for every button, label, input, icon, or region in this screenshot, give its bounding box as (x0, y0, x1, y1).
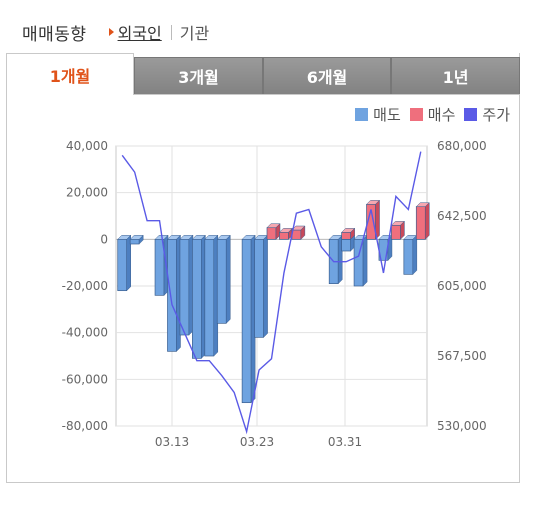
sell-bar-face (204, 238, 215, 357)
sell-bar-side (412, 234, 418, 275)
y-left-tick-label: 0 (100, 232, 108, 246)
buy-bar (278, 227, 294, 240)
sell-bar (403, 234, 418, 275)
chart-bars (117, 199, 430, 404)
sell-bar (191, 234, 206, 359)
period-tabs: 1개월 3개월 6개월 1년 (6, 53, 520, 95)
buy-bar-side (300, 225, 306, 240)
sell-bar-face (154, 238, 165, 296)
price-line-group (121, 151, 422, 435)
price-line (121, 151, 422, 435)
sell-bar-side (362, 234, 368, 287)
buy-bar (341, 227, 356, 240)
buy-bar-side (375, 199, 380, 240)
sell-bar-face (254, 238, 264, 338)
legend-item-price: 주가 (464, 104, 510, 125)
legend-label-price: 주가 (482, 106, 510, 124)
tab-baseline (133, 94, 520, 95)
buy-bar-side (350, 227, 355, 240)
chart-legend: 매도 매수 주가 (346, 104, 510, 125)
sell-bar-face (179, 238, 190, 336)
y-left-tick-label: -20,000 (62, 279, 108, 293)
sell-bar-face (192, 238, 202, 359)
sell-bar (117, 234, 132, 292)
tab-1-month[interactable]: 1개월 (6, 53, 134, 95)
sell-bar-side (138, 234, 144, 245)
buy-bar (415, 202, 430, 240)
buy-bar-side (425, 202, 430, 240)
sell-bar-side (126, 234, 131, 292)
buy-bar-face (266, 227, 277, 240)
chart-axis-labels: 40,000 20,000 0 -20,000 -40,000 -60,000 -80,00… (62, 139, 487, 449)
legend-swatch-price (464, 108, 478, 121)
sell-bar-side (263, 234, 268, 338)
buy-bar (266, 223, 281, 240)
trading-trend-header: 매매동향 외국인 기관 (22, 18, 209, 46)
sell-bar-face (403, 238, 414, 275)
sell-bar (216, 234, 231, 324)
sell-bar-side (225, 234, 231, 324)
tab-6-months[interactable]: 6개월 (263, 57, 391, 95)
legend-swatch-sell (355, 108, 369, 121)
buy-bar (390, 220, 406, 240)
x-tick-label: 03.13 (155, 435, 189, 449)
y-left-tick-label: -80,000 (62, 419, 108, 433)
x-tick-label: 03.23 (240, 435, 274, 449)
y-right-tick-label: 567,500 (437, 349, 487, 363)
legend-label-buy: 매수 (427, 106, 456, 124)
y-left-tick-label: 40,000 (66, 139, 108, 153)
tab-3-months[interactable]: 3개월 (134, 57, 263, 95)
buy-bar (365, 199, 381, 240)
sell-bar-face (241, 238, 252, 404)
buy-bar-side (400, 220, 405, 240)
sell-bar (353, 234, 368, 287)
link-divider (170, 24, 172, 40)
y-right-tick-label: 530,000 (437, 419, 487, 433)
buy-bar (291, 225, 306, 240)
section-title: 매매동향 (22, 24, 87, 45)
arrow-icon (108, 28, 114, 36)
sell-bar-side (213, 234, 219, 357)
buy-bar-face (391, 224, 401, 240)
sell-bar (204, 234, 219, 357)
buy-bar-face (279, 231, 289, 240)
sell-bar-face (341, 238, 351, 252)
legend-label-sell: 매도 (373, 106, 401, 124)
sell-bar (129, 234, 144, 245)
sell-bar-face (117, 238, 128, 292)
legend-swatch-buy (409, 108, 423, 121)
y-right-tick-label: 680,000 (437, 139, 487, 153)
sell-bar (253, 234, 269, 338)
legend-item-sell: 매도 (355, 104, 401, 125)
buy-bar-face (341, 231, 351, 240)
sell-bar-face (167, 238, 177, 352)
foreigner-link[interactable]: 외국인 (117, 24, 162, 43)
y-left-tick-label: -60,000 (62, 372, 108, 386)
y-left-tick-label: 20,000 (66, 186, 108, 200)
x-tick-label: 03.31 (328, 435, 362, 449)
tab-1-year[interactable]: 1년 (391, 57, 520, 95)
sell-bar (241, 234, 256, 404)
sell-bar (179, 234, 194, 336)
legend-item-buy: 매수 (409, 104, 456, 125)
y-right-tick-label: 605,000 (437, 279, 487, 293)
sell-bar-face (129, 238, 140, 245)
buy-bar-face (415, 206, 426, 240)
chart-grid (115, 145, 428, 427)
y-left-tick-label: -40,000 (62, 326, 108, 340)
institution-link[interactable]: 기관 (179, 24, 210, 43)
y-right-tick-label: 642,500 (437, 209, 487, 223)
sell-bar (166, 234, 182, 352)
sell-bar-face (216, 238, 227, 324)
sell-bar-side (250, 234, 256, 404)
sell-bar-side (337, 234, 343, 285)
